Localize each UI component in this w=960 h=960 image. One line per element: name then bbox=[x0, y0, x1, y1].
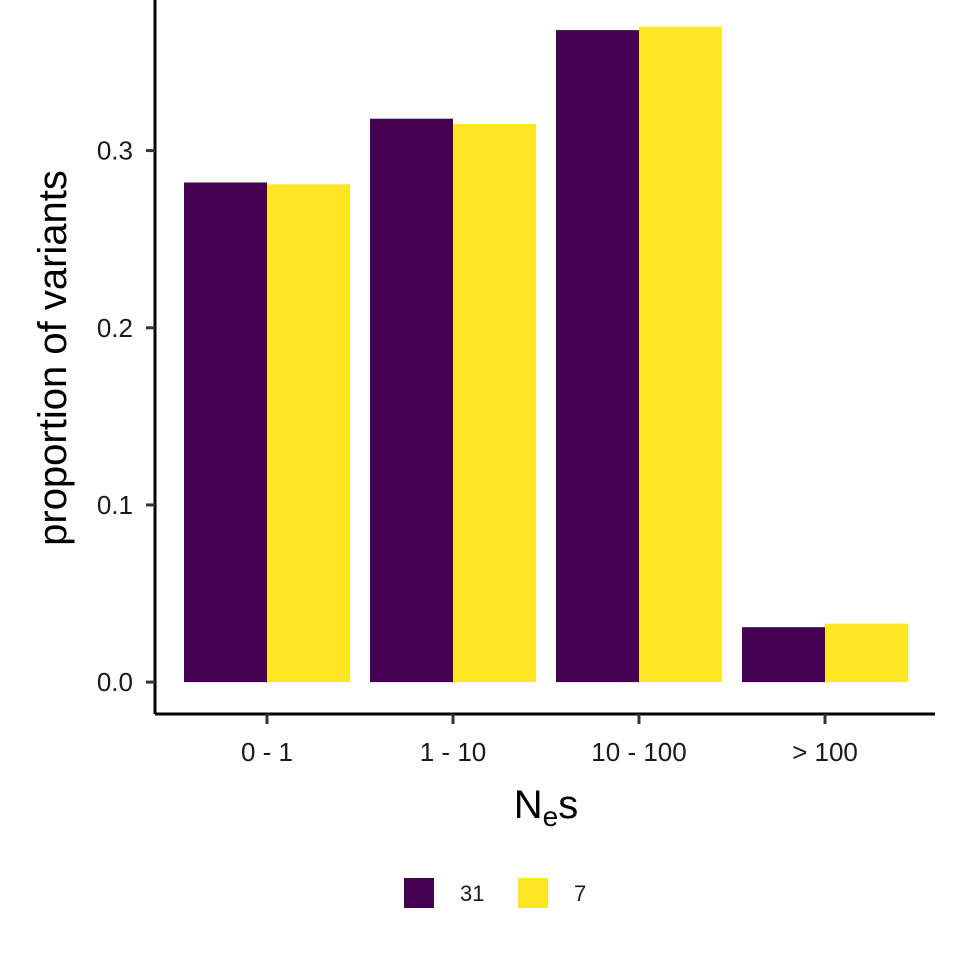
x-axis: 0 - 1 1 - 10 10 - 100 > 100 bbox=[155, 712, 935, 767]
x-tick-label: 1 - 10 bbox=[420, 737, 487, 767]
x-tick-label: > 100 bbox=[792, 737, 858, 767]
bar-31-1 bbox=[370, 118, 453, 683]
x-axis-title-tail: s bbox=[558, 783, 578, 827]
legend-swatch-7 bbox=[518, 878, 548, 908]
x-axis-title-main: N bbox=[514, 783, 543, 827]
y-axis-title: proportion of variants bbox=[31, 170, 75, 546]
y-tick-label: 0.0 bbox=[97, 667, 133, 697]
x-axis-title-subscript: e bbox=[543, 801, 559, 832]
y-axis: 0.0 0.1 0.2 0.3 bbox=[97, 0, 157, 714]
x-tick-label: 10 - 100 bbox=[591, 737, 686, 767]
x-tick-label: 0 - 1 bbox=[241, 737, 293, 767]
bar-31-2 bbox=[556, 30, 639, 683]
legend-label-31: 31 bbox=[460, 881, 484, 906]
bar-31-0 bbox=[184, 182, 267, 683]
y-tick-label: 0.2 bbox=[97, 313, 133, 343]
bar-31-3 bbox=[742, 627, 825, 683]
legend-label-7: 7 bbox=[574, 881, 586, 906]
legend: 31 7 bbox=[404, 878, 586, 908]
bars-layer bbox=[184, 26, 908, 683]
y-tick-label: 0.1 bbox=[97, 490, 133, 520]
x-axis-title: Nes bbox=[514, 783, 578, 832]
bar-7-3 bbox=[825, 623, 908, 683]
bar-7-2 bbox=[639, 26, 722, 683]
bar-7-0 bbox=[267, 184, 350, 683]
y-tick-label: 0.3 bbox=[97, 136, 133, 166]
bar-7-1 bbox=[453, 124, 536, 683]
legend-swatch-31 bbox=[404, 878, 434, 908]
